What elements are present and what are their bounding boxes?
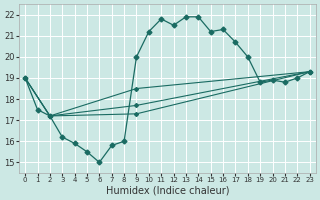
X-axis label: Humidex (Indice chaleur): Humidex (Indice chaleur) [106, 186, 229, 196]
